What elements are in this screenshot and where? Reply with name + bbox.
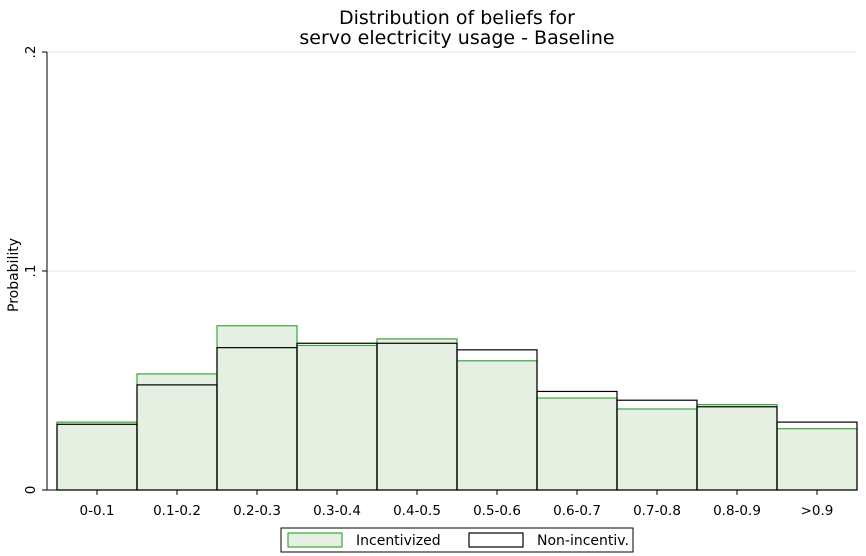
x-tick-label: 0.4-0.5 (393, 503, 441, 519)
bar-incentivized-7 (536, 397, 618, 491)
gridlines (47, 51, 856, 272)
x-tick-label: >0.9 (801, 503, 834, 519)
x-tick-label: 0.1-0.2 (153, 503, 201, 519)
x-tick-label: 0.2-0.3 (233, 503, 281, 519)
x-axis-ticks: 0-0.1 0.1-0.2 0.2-0.3 0.3-0.4 0.4-0.5 0.5-0.6… (80, 490, 834, 519)
y-tick-label: .1 (23, 265, 39, 278)
legend: Incentivized Non-incentiv. (280, 527, 634, 553)
x-tick-label: 0.6-0.7 (553, 503, 601, 519)
legend-key-non-incentivized (468, 532, 524, 548)
x-tick-label: 0.7-0.8 (633, 503, 681, 519)
y-tick-label: .2 (23, 46, 39, 59)
bar-incentivized-6 (456, 360, 538, 491)
x-tick-label: 0.8-0.9 (713, 503, 761, 519)
legend-key-incentivized (287, 532, 343, 548)
bar-incentivized-8 (616, 408, 698, 491)
bar-incentivized-4 (296, 344, 378, 491)
y-tick-label: 0 (23, 486, 39, 495)
x-tick-label: 0-0.1 (80, 503, 115, 519)
legend-label-non-incentivized: Non-incentiv. (537, 533, 629, 549)
chart-title-line-1: Distribution of beliefs for (339, 7, 575, 29)
x-tick-label: 0.5-0.6 (473, 503, 521, 519)
bar-incentivized-2 (136, 373, 218, 491)
bar-incentivized-5 (376, 338, 458, 491)
bar-incentivized-9 (696, 403, 778, 491)
chart-title-line-2: servo electricity usage - Baseline (299, 27, 614, 49)
y-axis-ticks: 0 .1 .2 (23, 46, 47, 495)
bar-incentivized-10 (776, 428, 858, 491)
bar-incentivized-1 (56, 421, 138, 491)
chart-title: Distribution of beliefs for servo electr… (299, 7, 614, 49)
x-tick-label: 0.3-0.4 (313, 503, 361, 519)
legend-label-incentivized: Incentivized (356, 533, 441, 549)
bar-incentivized-3 (216, 325, 298, 491)
y-axis-label: Probability (6, 238, 22, 312)
